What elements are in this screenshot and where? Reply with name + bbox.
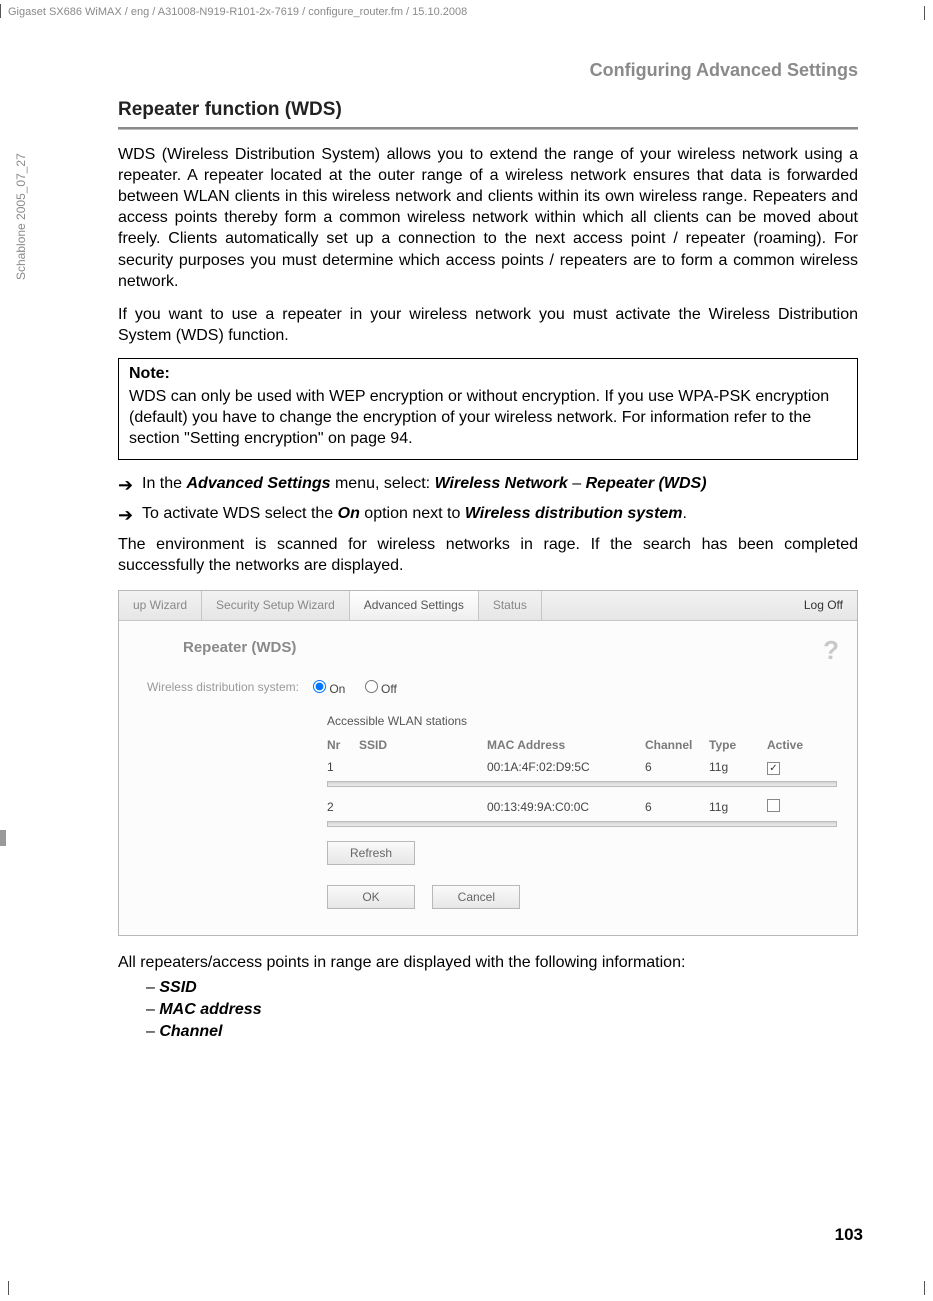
note-label: Note:: [129, 365, 847, 383]
list-item: SSID: [146, 979, 858, 997]
after-lead: All repeaters/access points in range are…: [118, 952, 858, 974]
post-steps-paragraph: The environment is scanned for wireless …: [118, 534, 858, 576]
cell-active: ✓: [767, 760, 817, 775]
tab-spacer: [542, 591, 790, 620]
col-ssid: SSID: [359, 738, 479, 752]
col-channel: Channel: [645, 738, 701, 752]
tab-setup-wizard[interactable]: up Wizard: [119, 591, 202, 620]
panel-title: Repeater (WDS): [183, 639, 833, 656]
panel-body: ? Repeater (WDS) Wireless distribution s…: [119, 621, 857, 935]
cell-channel: 6: [645, 760, 701, 774]
step-2-text: To activate WDS select the On option nex…: [142, 504, 858, 525]
cell-mac: 00:13:49:9A:C0:0C: [487, 800, 637, 814]
page-number: 103: [835, 1225, 863, 1245]
arrow-icon: ➔: [118, 505, 142, 527]
crop-mark-bl: [8, 1281, 9, 1295]
row-divider: [327, 781, 837, 787]
cell-mac: 00:1A:4F:02:D9:5C: [487, 760, 637, 774]
page-title: Repeater function (WDS): [118, 99, 858, 121]
cell-type: 11g: [709, 760, 759, 774]
row-divider: [327, 821, 837, 827]
title-rule: [118, 127, 858, 130]
table-row: 1 00:1A:4F:02:D9:5C 6 11g ✓: [327, 760, 837, 775]
wds-radio-group: On Off: [313, 680, 833, 696]
refresh-row: Refresh: [327, 841, 833, 865]
note-box: Note: WDS can only be used with WEP encr…: [118, 358, 858, 460]
active-checkbox[interactable]: ✓: [767, 762, 780, 775]
crop-mark-left-mid: [0, 830, 6, 846]
wds-label: Wireless distribution system:: [143, 680, 313, 696]
action-row: OK Cancel: [327, 885, 833, 909]
tab-bar: up Wizard Security Setup Wizard Advanced…: [119, 591, 857, 621]
doc-header: Gigaset SX686 WiMAX / eng / A31008-N919-…: [8, 6, 467, 18]
radio-on[interactable]: On: [313, 682, 345, 696]
tab-advanced-settings[interactable]: Advanced Settings: [350, 591, 479, 620]
wlan-table: Nr SSID MAC Address Channel Type Active …: [327, 738, 837, 827]
paragraph-2: If you want to use a repeater in your wi…: [118, 304, 858, 346]
radio-off[interactable]: Off: [365, 682, 397, 696]
refresh-button[interactable]: Refresh: [327, 841, 415, 865]
page-content: Configuring Advanced Settings Repeater f…: [118, 60, 858, 1045]
wlan-table-header: Nr SSID MAC Address Channel Type Active: [327, 738, 837, 752]
section-header: Configuring Advanced Settings: [118, 60, 858, 81]
cell-nr: 1: [327, 760, 351, 774]
col-mac: MAC Address: [487, 738, 637, 752]
log-off-link[interactable]: Log Off: [790, 591, 857, 620]
router-ui-panel: up Wizard Security Setup Wizard Advanced…: [118, 590, 858, 936]
crop-mark-tr: [924, 6, 925, 20]
step-2: ➔ To activate WDS select the On option n…: [118, 504, 858, 526]
active-checkbox[interactable]: [767, 799, 780, 812]
note-text: WDS can only be used with WEP encryption…: [129, 387, 847, 449]
ok-button[interactable]: OK: [327, 885, 415, 909]
table-row: 2 00:13:49:9A:C0:0C 6 11g: [327, 799, 837, 815]
info-list: SSID MAC address Channel: [146, 979, 858, 1041]
cancel-button[interactable]: Cancel: [432, 885, 520, 909]
tab-status[interactable]: Status: [479, 591, 542, 620]
list-item: Channel: [146, 1023, 858, 1041]
help-icon[interactable]: ?: [823, 635, 839, 666]
crop-mark-br: [924, 1281, 925, 1295]
paragraph-1: WDS (Wireless Distribution System) allow…: [118, 144, 858, 292]
col-type: Type: [709, 738, 759, 752]
wds-toggle-row: Wireless distribution system: On Off: [143, 680, 833, 696]
cell-nr: 2: [327, 800, 351, 814]
cell-active: [767, 799, 817, 815]
sub-caption: Accessible WLAN stations: [327, 714, 833, 728]
step-1: ➔ In the Advanced Settings menu, select:…: [118, 474, 858, 496]
cell-type: 11g: [709, 800, 759, 814]
template-side-label: Schablone 2005_07_27: [14, 153, 28, 280]
col-active: Active: [767, 738, 817, 752]
step-1-text: In the Advanced Settings menu, select: W…: [142, 474, 858, 495]
arrow-icon: ➔: [118, 475, 142, 497]
list-item: MAC address: [146, 1001, 858, 1019]
col-nr: Nr: [327, 738, 351, 752]
cell-channel: 6: [645, 800, 701, 814]
tab-security-wizard[interactable]: Security Setup Wizard: [202, 591, 350, 620]
